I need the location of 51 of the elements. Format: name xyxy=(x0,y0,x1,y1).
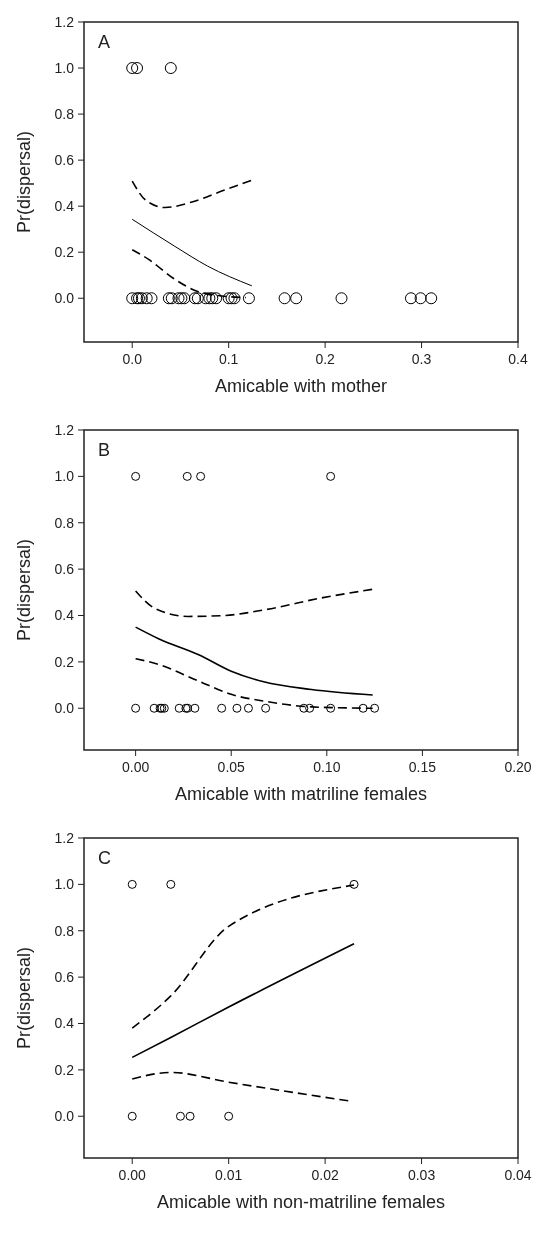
x-axis-title: Amicable with non-matriline females xyxy=(156,1192,446,1212)
y-tick-label: 1.0 xyxy=(54,876,75,893)
y-tick-label: 0.8 xyxy=(54,514,75,531)
y-axis-title: Pr(dispersal) xyxy=(14,946,34,1050)
y-tick-label: 0.4 xyxy=(54,198,75,215)
y-tick-label: 0.2 xyxy=(54,1061,75,1078)
x-tick-label: 0.04 xyxy=(504,1167,532,1183)
annotation: C xyxy=(98,848,111,868)
y-tick-label: 1.0 xyxy=(54,59,75,76)
annotation: B xyxy=(98,440,111,460)
y-tick-label: 0.6 xyxy=(54,969,75,986)
y-tick-label: 1.2 xyxy=(54,421,75,438)
y-tick-label: 0.6 xyxy=(54,152,75,169)
x-tick-label: 0.05 xyxy=(217,759,246,775)
y-tick-label: 0.0 xyxy=(54,700,75,717)
y-tick-label: 0.2 xyxy=(54,653,75,670)
y-axis-title: Pr(dispersal) xyxy=(14,538,34,642)
line-series xyxy=(134,588,374,618)
x-tick-label: 0.00 xyxy=(122,759,150,775)
line-series xyxy=(131,942,355,1059)
x-tick-label: 0.02 xyxy=(311,1167,339,1183)
x-tick-label: 0.20 xyxy=(504,759,532,775)
x-tick-label: 0.10 xyxy=(313,759,341,775)
x-axis-title: Amicable with mother xyxy=(214,376,388,396)
y-tick-label: 0.8 xyxy=(54,922,75,939)
annotation: A xyxy=(98,32,111,52)
line-series xyxy=(131,1071,351,1102)
x-tick-label: 0.4 xyxy=(508,351,528,367)
x-tick-label: 0.15 xyxy=(408,759,437,775)
y-tick-label: 0.0 xyxy=(54,290,75,307)
x-tick-label: 0.2 xyxy=(315,351,336,367)
y-tick-label: 0.4 xyxy=(54,1015,75,1032)
x-tick-label: 0.1 xyxy=(218,351,239,367)
y-tick-label: 0.2 xyxy=(54,244,75,261)
y-tick-label: 0.8 xyxy=(54,105,75,122)
x-tick-label: 0.3 xyxy=(411,351,432,367)
line-series xyxy=(131,179,254,209)
y-tick-label: 1.2 xyxy=(54,13,75,30)
x-axis-title: Amicable with matriline females xyxy=(174,784,428,804)
y-tick-label: 0.4 xyxy=(54,607,75,624)
x-tick-label: 0.01 xyxy=(215,1167,243,1183)
y-tick-label: 1.2 xyxy=(54,829,75,846)
x-tick-label: 0.03 xyxy=(407,1167,436,1183)
x-tick-label: 0.00 xyxy=(118,1167,147,1183)
line-series xyxy=(131,218,253,287)
y-tick-label: 1.0 xyxy=(54,468,75,485)
y-tick-label: 0.0 xyxy=(54,1108,75,1125)
y-tick-label: 0.6 xyxy=(54,561,75,578)
x-tick-label: 0.0 xyxy=(122,351,143,367)
y-axis-title: Pr(dispersal) xyxy=(14,130,34,234)
line-series xyxy=(134,626,374,696)
